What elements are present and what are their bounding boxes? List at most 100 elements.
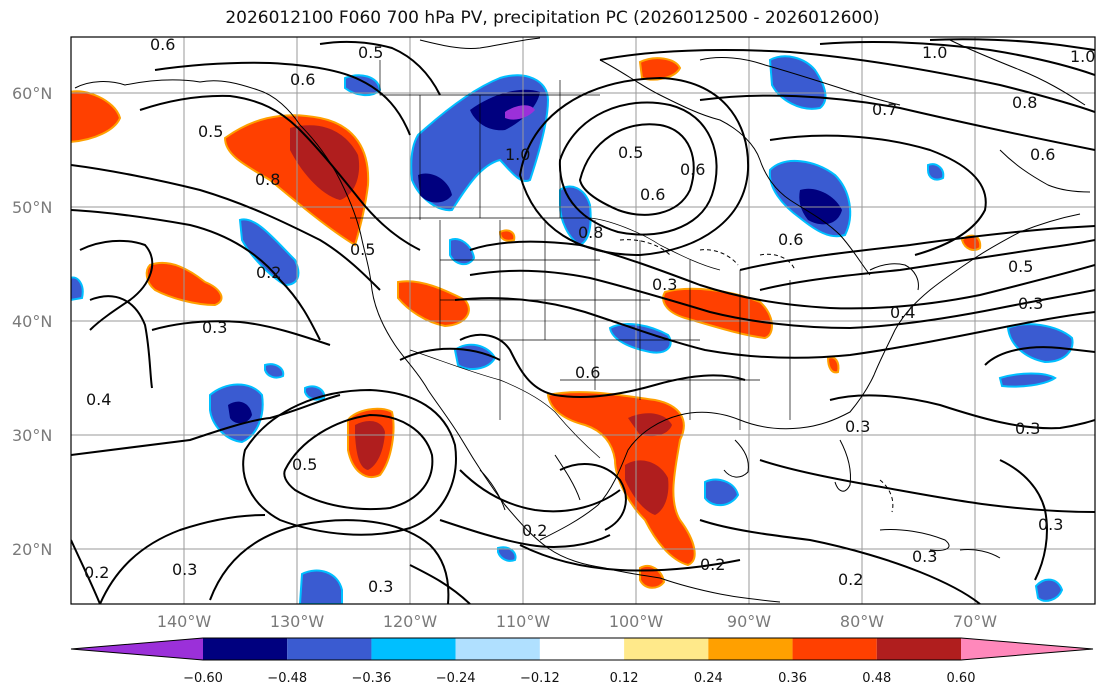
contour-labels: 0.5 0.6 0.5 0.6 1.0 0.5 0.6 0.8 0.7 1.0 … <box>84 35 1095 596</box>
anomaly-negative-region <box>71 276 84 301</box>
anomaly-strong-negative-region <box>228 401 252 424</box>
contour-label: 1.0 <box>1070 47 1095 66</box>
lon-label: 80°W <box>840 612 884 631</box>
anomaly-negative-region <box>1006 323 1074 364</box>
contour-label: 0.5 <box>350 240 375 259</box>
lon-label: 90°W <box>727 612 771 631</box>
contour-label: 0.2 <box>84 563 109 582</box>
lat-label: 40°N <box>12 312 52 331</box>
contour-label: 0.2 <box>522 521 547 540</box>
colorbar-extend-min <box>71 638 203 660</box>
contour-label: 0.7 <box>872 100 897 119</box>
colorbar-extend-max <box>961 638 1093 660</box>
anomaly-strong-region <box>355 420 385 470</box>
contour-label: 0.6 <box>150 35 175 54</box>
lat-label: 50°N <box>12 198 52 217</box>
contour-label: 0.5 <box>358 43 383 62</box>
lon-label: 140°W <box>157 612 212 631</box>
colorbar-tick-label: −0.12 <box>520 671 560 686</box>
anomaly-positive-region <box>960 234 982 251</box>
anomaly-extreme-negative-region <box>505 105 535 120</box>
contour-label: 0.4 <box>890 303 915 322</box>
colorbar: −0.60 −0.48 −0.36 −0.24 −0.12 0.12 0.24 0.36 0.4… <box>70 637 1094 686</box>
contour-label: 0.2 <box>838 570 863 589</box>
colorbar-tick-label: −0.24 <box>436 671 476 686</box>
pv-contours <box>71 38 1095 604</box>
anomaly-negative-region <box>264 363 285 379</box>
contour-label: 0.6 <box>778 230 803 249</box>
anomaly-negative-region <box>998 372 1057 388</box>
lon-label: 110°W <box>496 612 551 631</box>
lon-label: 120°W <box>383 612 438 631</box>
anomaly-negative-region <box>927 163 945 181</box>
colorbar-segment <box>455 638 540 660</box>
contour-label: 0.4 <box>86 390 111 409</box>
map-frame <box>70 36 1096 605</box>
colorbar-tick-label: 0.12 <box>610 671 639 686</box>
contour-label: 0.5 <box>618 143 643 162</box>
contour-label: 0.8 <box>578 223 603 242</box>
contour-label: 0.8 <box>1012 93 1037 112</box>
contour-label: 0.2 <box>700 555 725 574</box>
lon-label: 100°W <box>609 612 664 631</box>
contour-label: 0.6 <box>680 160 705 179</box>
anomaly-positive-region <box>826 356 840 374</box>
colorbar-segment <box>708 638 793 660</box>
lat-label: 20°N <box>12 540 52 559</box>
colorbar-segment <box>203 638 288 660</box>
colorbar-segment <box>539 638 625 660</box>
colorbar-tick-label: −0.36 <box>352 671 392 686</box>
anomaly-negative-region <box>298 569 343 604</box>
contour-label: 0.6 <box>1030 145 1055 164</box>
latitude-labels: 60°N 50°N 40°N 30°N 20°N <box>12 84 52 559</box>
contour-label: 0.5 <box>292 455 317 474</box>
anomaly-strong-region <box>290 125 360 200</box>
colorbar-tick-label: 0.24 <box>694 671 723 686</box>
contour-label: 1.0 <box>922 43 947 62</box>
colorbar-tick-label: 0.60 <box>947 671 976 686</box>
anomaly-negative-region <box>704 478 740 507</box>
lat-label: 60°N <box>12 84 52 103</box>
lat-label: 30°N <box>12 426 52 445</box>
colorbar-tick-label: −0.60 <box>183 671 223 686</box>
contour-label: 0.3 <box>845 417 870 436</box>
anomaly-positive-region <box>498 229 516 242</box>
contour-label: 0.6 <box>575 363 600 382</box>
contour-label: 1.0 <box>505 145 530 164</box>
inland-waters <box>619 239 894 513</box>
anomaly-strong-region <box>628 413 672 437</box>
contour-label: 0.3 <box>1015 419 1040 438</box>
contour-label: 0.5 <box>198 122 223 141</box>
colorbar-tick-label: 0.48 <box>862 671 891 686</box>
colorbar-segment <box>876 638 961 660</box>
colorbar-segment <box>792 638 877 660</box>
anomaly-negative-region <box>1034 578 1064 602</box>
contour-label: 0.3 <box>1018 294 1043 313</box>
map-title: 2026012100 F060 700 hPa PV, precipitatio… <box>225 8 880 28</box>
contour-label: 0.6 <box>290 70 315 89</box>
lon-label: 130°W <box>270 612 325 631</box>
anomaly-negative-region <box>497 546 517 562</box>
contour-label: 0.3 <box>912 547 937 566</box>
anomaly-negative-region <box>559 185 592 247</box>
anomaly-strong-negative-region <box>418 173 452 203</box>
colorbar-segment <box>287 638 372 660</box>
contour-label: 0.6 <box>640 185 665 204</box>
contour-label: 0.3 <box>1038 515 1063 534</box>
colorbar-segment <box>371 638 456 660</box>
contour-label: 0.8 <box>255 170 280 189</box>
contour-label: 0.3 <box>202 318 227 337</box>
longitude-labels: 140°W 130°W 120°W 110°W 100°W 90°W 80°W … <box>157 612 997 631</box>
colorbar-tick-label: 0.36 <box>778 671 807 686</box>
colorbar-outline <box>70 637 1094 661</box>
contour-label: 0.2 <box>256 263 281 282</box>
contour-label: 0.3 <box>368 577 393 596</box>
colorbar-segment <box>624 638 709 660</box>
political-borders <box>350 60 791 459</box>
anomaly-positive-region <box>397 280 470 328</box>
colorbar-tick-label: −0.48 <box>267 671 307 686</box>
lon-label: 70°W <box>953 612 997 631</box>
contour-label: 0.3 <box>172 560 197 579</box>
contour-label: 0.3 <box>652 275 677 294</box>
